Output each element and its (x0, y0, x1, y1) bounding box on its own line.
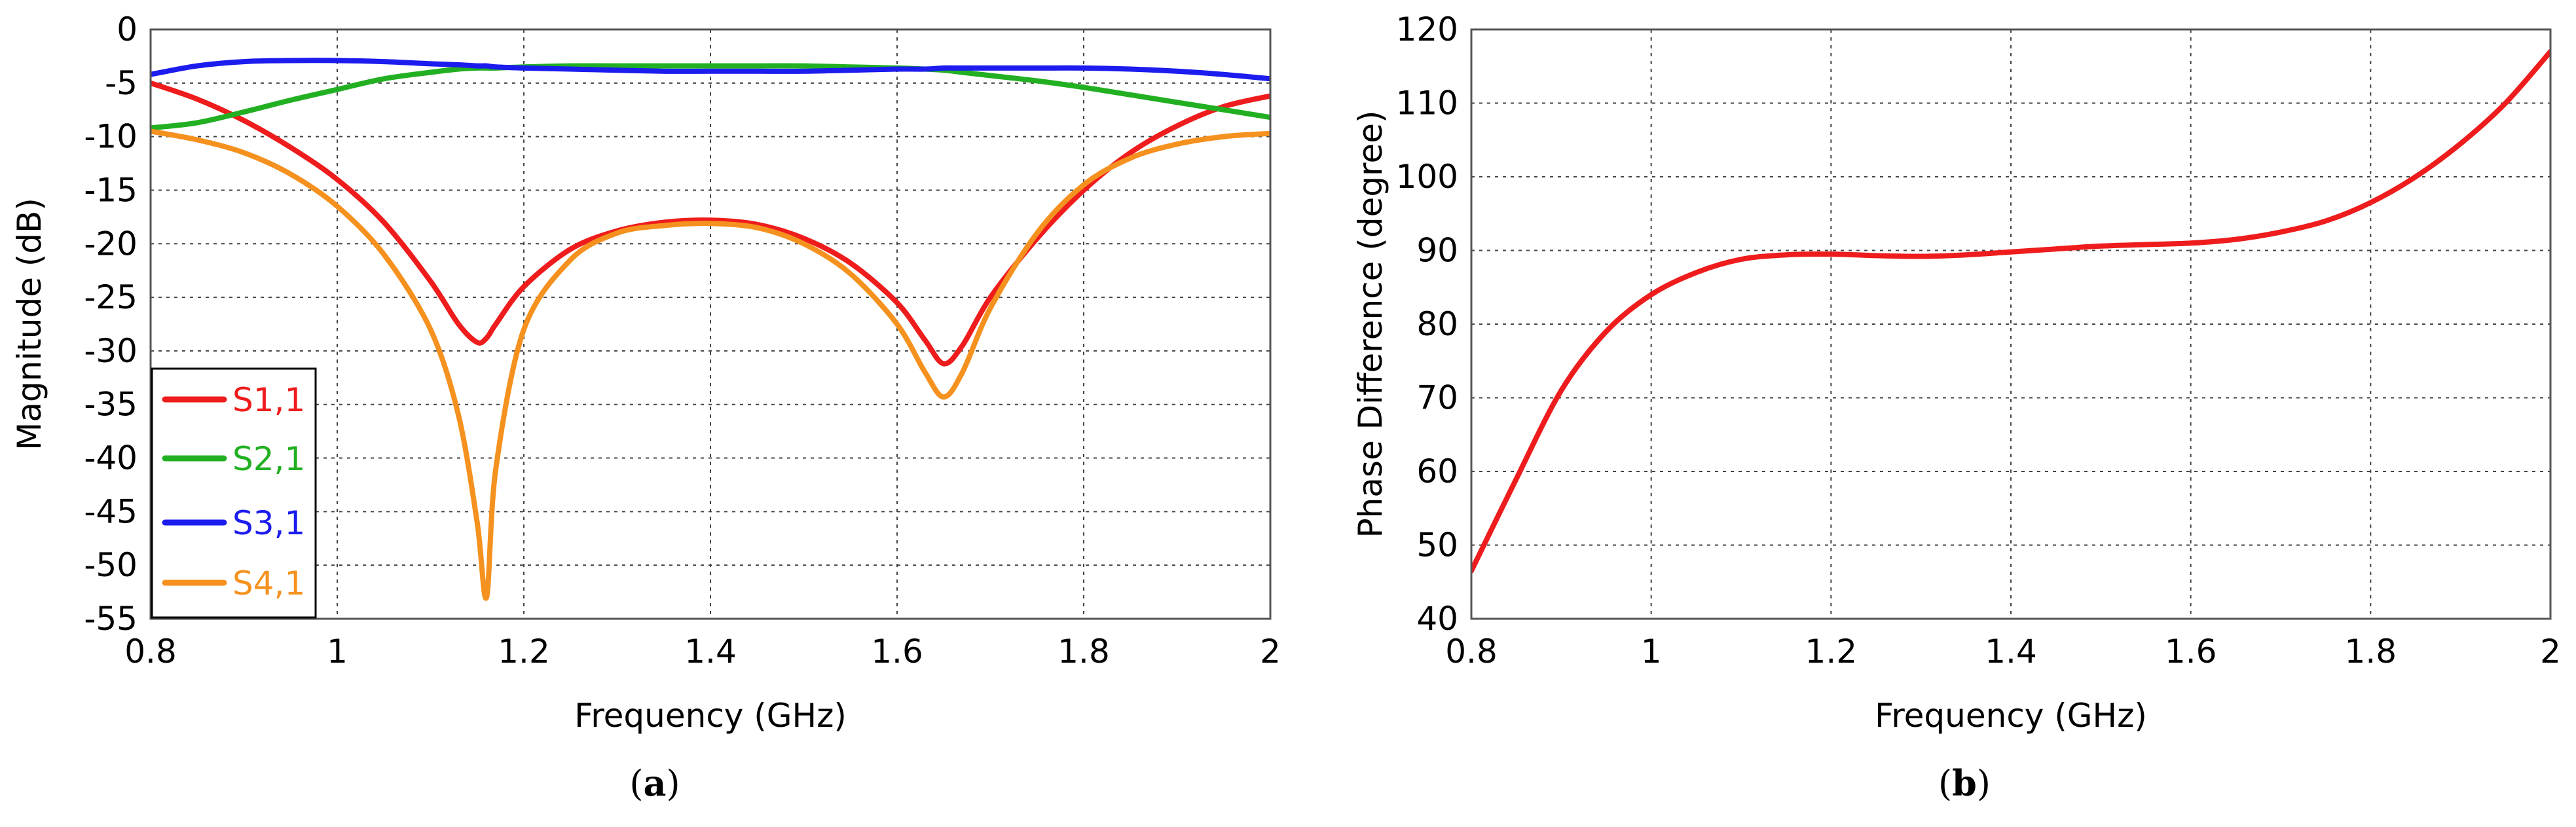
chart-a-legend-label: S4,1 (232, 564, 305, 602)
chart-a-series-lines (151, 58, 1270, 601)
chart-a-caption-open: ( (629, 763, 643, 804)
chart-a-y-tick-label: -35 (84, 386, 138, 424)
chart-b-caption-open: ( (1938, 763, 1952, 804)
chart-a-legend-label: S3,1 (232, 504, 305, 542)
chart-a-y-tick-labels: 0 -5 -10 -15 -20 -25 -30 -35 -40 -45 -50… (84, 10, 138, 638)
chart-a-x-tick-label: 1.2 (498, 633, 550, 671)
chart-a-caption-letter: a (644, 762, 667, 804)
chart-b-y-tick-label: 120 (1396, 10, 1458, 48)
chart-a-legend-label: S1,1 (232, 381, 305, 419)
chart-a-series-s1-1-line (151, 80, 1270, 367)
chart-b-y-tick-label: 90 (1416, 232, 1458, 270)
chart-b-series-1-line (1471, 48, 2550, 574)
chart-a-x-tick-labels: 0.8 1 1.2 1.4 1.6 1.8 2 (124, 633, 1281, 671)
chart-a-plot-border (149, 28, 1272, 620)
chart-b-x-axis-title: Frequency (GHz) (1875, 697, 2147, 735)
chart-a-legend-box (151, 367, 317, 619)
chart-a-y-tick-label: -5 (105, 64, 138, 102)
chart-a-y-tick-label: -45 (84, 492, 138, 530)
chart-b-caption-letter: b (1952, 762, 1977, 804)
chart-b-x-tick-label: 1 (1641, 633, 1662, 671)
chart-b-y-tick-label: 60 (1416, 452, 1458, 490)
chart-b-plot-border (1470, 28, 2552, 620)
chart-a-y-tick-label: -20 (84, 225, 138, 263)
chart-b-y-tick-label: 70 (1416, 379, 1458, 417)
chart-a-x-tick-label: 1.8 (1058, 633, 1110, 671)
chart-a-x-tick-label: 1.6 (871, 633, 923, 671)
chart-b-y-tick-label: 110 (1396, 84, 1458, 122)
chart-a-y-tick-label: -30 (84, 332, 138, 370)
chart-b-y-tick-label: 50 (1416, 526, 1458, 564)
chart-b: 120 110 100 90 80 70 60 50 40 0.8 1 1.2 … (1352, 10, 2561, 804)
chart-a-y-tick-label: -40 (84, 439, 138, 477)
chart-a-series-s3-1-line (151, 58, 1270, 82)
chart-a-y-tick-label: 0 (117, 10, 138, 48)
chart-a-grid (151, 29, 1270, 619)
chart-a-y-tick-label: -55 (84, 600, 138, 638)
chart-b-y-tick-label: 100 (1396, 158, 1458, 196)
chart-b-x-tick-label: 1.4 (1985, 633, 2037, 671)
chart-b-y-tick-label: 40 (1416, 600, 1458, 638)
chart-a-plot-area (151, 29, 1270, 619)
chart-a-y-axis-title: Magnitude (dB) (10, 198, 48, 450)
chart-b-series-lines (1471, 48, 2550, 574)
chart-b-x-tick-label: 1.2 (1805, 633, 1858, 671)
chart-a-x-axis-title: Frequency (GHz) (574, 697, 847, 735)
chart-b-x-tick-label: 1.8 (2345, 633, 2397, 671)
chart-b-y-axis-title: Phase Difference (degree) (1352, 110, 1389, 538)
chart-a-x-tick-label: 1 (327, 633, 348, 671)
chart-a-y-tick-label: -15 (84, 172, 138, 210)
chart-a-y-tick-label: -50 (84, 546, 138, 584)
chart-a-legend: S1,1 S2,1 S3,1 S4,1 (151, 367, 317, 619)
chart-b-x-tick-label: 0.8 (1445, 633, 1498, 671)
chart-b-caption: (b) (1938, 762, 1991, 804)
chart-a-caption-close: ) (667, 763, 680, 804)
chart-a-x-tick-label: 1.4 (684, 633, 737, 671)
chart-b-y-tick-label: 80 (1416, 305, 1458, 343)
chart-a-y-tick-label: -25 (84, 278, 138, 316)
chart-b-x-tick-labels: 0.8 1 1.2 1.4 1.6 1.8 2 (1445, 633, 2561, 671)
chart-b-x-tick-label: 1.6 (2165, 633, 2217, 671)
chart-a-y-tick-label: -10 (84, 118, 138, 156)
chart-a-series-s2-1-line (151, 63, 1270, 131)
chart-a-x-tick-label: 2 (1260, 633, 1281, 671)
chart-a-x-tick-label: 0.8 (124, 633, 177, 671)
chart-a: 0 -5 -10 -15 -20 -25 -30 -35 -40 -45 -50… (10, 10, 1281, 804)
chart-b-plot-area (1471, 29, 2550, 619)
chart-b-x-tick-label: 2 (2540, 633, 2561, 671)
chart-a-legend-label: S2,1 (232, 440, 305, 478)
chart-b-caption-close: ) (1977, 763, 1991, 804)
chart-b-y-tick-labels: 120 110 100 90 80 70 60 50 40 (1396, 10, 1458, 638)
chart-a-series-s4-1-line (151, 128, 1270, 601)
chart-a-caption: (a) (629, 762, 680, 804)
